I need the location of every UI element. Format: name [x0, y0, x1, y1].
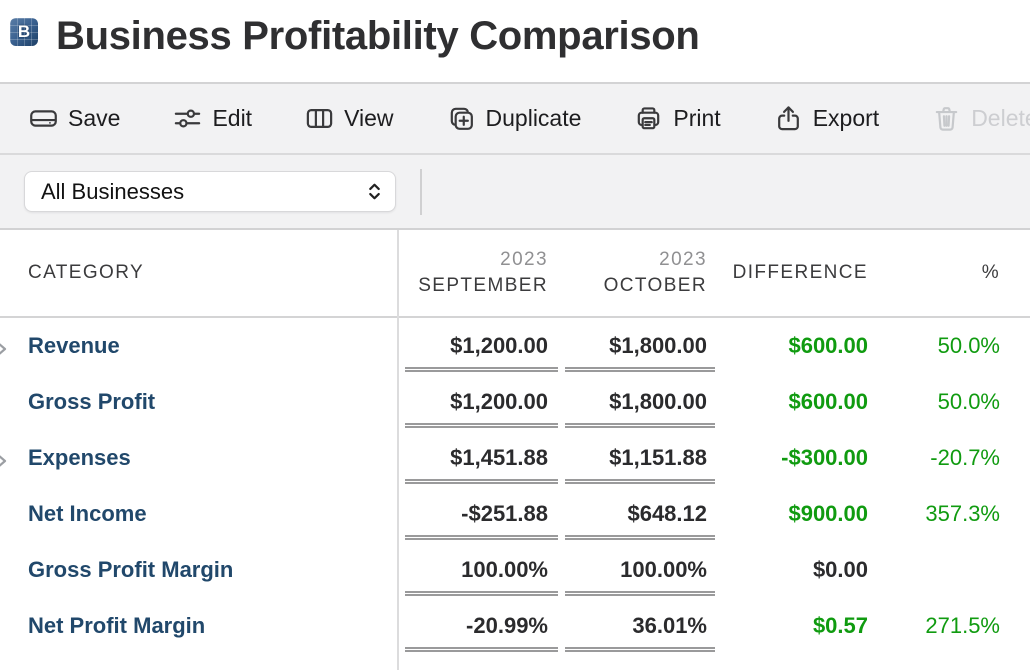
duplicate-plus-icon — [450, 107, 473, 130]
double-rule — [405, 367, 558, 372]
header-september-year: 2023 — [500, 249, 548, 271]
header-september: 2023 SEPTEMBER — [397, 247, 558, 298]
export-label: Export — [812, 105, 880, 131]
percent-value: 50.0% — [937, 333, 1000, 358]
percent-value: 357.3% — [925, 501, 1000, 526]
category-label[interactable]: Gross Profit Margin — [28, 557, 234, 582]
table-row-revenue: Revenue $1,200.00 $1,800.00 $600.00 50.0… — [0, 318, 1030, 374]
october-value: $1,151.88 — [609, 445, 707, 470]
september-value: $1,200.00 — [450, 389, 548, 414]
difference-value: $0.57 — [812, 613, 868, 638]
table-row-net-profit-margin: Net Profit Margin -20.99% 36.01% $0.57 2… — [0, 598, 1030, 654]
october-value: $1,800.00 — [609, 333, 707, 358]
table-column-separator — [397, 230, 399, 670]
double-rule — [565, 535, 715, 540]
double-rule — [565, 647, 715, 652]
header-category: CATEGORY — [28, 262, 145, 283]
edit-button[interactable]: Edit — [172, 103, 252, 134]
category-label[interactable]: Expenses — [28, 445, 131, 470]
sliders-edit-icon — [175, 109, 201, 128]
page-title: Business Profitability Comparison — [56, 14, 700, 58]
print-button[interactable]: Print — [633, 103, 721, 134]
double-rule — [405, 535, 558, 540]
toolbar: Save Edit View — [0, 82, 1030, 153]
september-value: -20.99% — [466, 613, 548, 638]
comparison-table: CATEGORY 2023 SEPTEMBER 2023 OCTOBER DIF… — [0, 228, 1030, 670]
edit-label: Edit — [212, 105, 253, 131]
header-october-year: 2023 — [659, 249, 707, 271]
header-percent: % — [981, 262, 1000, 283]
september-value: -$251.88 — [461, 501, 548, 526]
printer-icon — [638, 107, 660, 130]
double-rule — [565, 479, 715, 484]
september-value: $1,200.00 — [450, 333, 548, 358]
september-value: $1,451.88 — [450, 445, 548, 470]
october-value: $648.12 — [627, 501, 707, 526]
filter-bar: All Businesses — [0, 153, 1030, 228]
category-label[interactable]: Net Income — [28, 501, 147, 526]
difference-value: $900.00 — [788, 501, 868, 526]
duplicate-label: Duplicate — [485, 105, 582, 131]
category-label[interactable]: Gross Profit — [28, 389, 156, 414]
header-difference: DIFFERENCE — [732, 262, 868, 283]
october-value: 36.01% — [632, 613, 707, 638]
business-filter-select[interactable]: All Businesses — [24, 171, 396, 212]
header-october-month: OCTOBER — [603, 275, 707, 296]
percent-value: -20.7% — [930, 445, 1000, 470]
delete-button: Delete — [931, 103, 1030, 134]
print-label: Print — [673, 105, 721, 131]
double-rule — [405, 423, 558, 428]
view-label: View — [344, 105, 394, 131]
header-october: 2023 OCTOBER — [558, 247, 715, 298]
double-rule — [405, 647, 558, 652]
category-label[interactable]: Revenue — [28, 333, 120, 358]
expand-chevron-icon[interactable] — [0, 450, 8, 467]
difference-value: $600.00 — [788, 333, 868, 358]
double-rule — [565, 591, 715, 596]
double-rule — [565, 367, 715, 372]
difference-value: -$300.00 — [781, 445, 868, 470]
app-favicon-letter: B — [17, 22, 31, 41]
columns-view-icon — [306, 109, 333, 128]
filter-divider — [420, 168, 422, 215]
table-row-gross-profit: Gross Profit $1,200.00 $1,800.00 $600.00… — [0, 374, 1030, 430]
duplicate-button[interactable]: Duplicate — [446, 103, 582, 134]
double-rule — [405, 479, 558, 484]
table-row-gross-profit-margin: Gross Profit Margin 100.00% 100.00% $0.0… — [0, 542, 1030, 598]
september-value: 100.00% — [461, 557, 548, 582]
double-rule — [405, 591, 558, 596]
export-button[interactable]: Export — [773, 103, 879, 134]
october-value: $1,800.00 — [609, 389, 707, 414]
table-row-net-income: Net Income -$251.88 $648.12 $900.00 357.… — [0, 486, 1030, 542]
view-button[interactable]: View — [304, 103, 394, 134]
share-export-icon — [777, 106, 799, 131]
percent-value: 271.5% — [925, 613, 1000, 638]
difference-value: $0.00 — [812, 557, 868, 582]
delete-label: Delete — [971, 105, 1030, 131]
expand-chevron-icon[interactable] — [0, 338, 8, 355]
table-row-expenses: Expenses $1,451.88 $1,151.88 -$300.00 -2… — [0, 430, 1030, 486]
trash-delete-icon — [935, 107, 958, 131]
table-header-row: CATEGORY 2023 SEPTEMBER 2023 OCTOBER DIF… — [0, 230, 1030, 318]
double-rule — [565, 423, 715, 428]
percent-value: 50.0% — [937, 389, 1000, 414]
header-september-month: SEPTEMBER — [418, 275, 548, 296]
october-value: 100.00% — [620, 557, 707, 582]
business-filter-value: All Businesses — [41, 178, 185, 204]
drive-save-icon — [30, 110, 57, 127]
category-label[interactable]: Net Profit Margin — [28, 613, 206, 638]
save-button[interactable]: Save — [28, 103, 120, 134]
select-updown-chevron-icon — [369, 183, 380, 200]
difference-value: $600.00 — [788, 389, 868, 414]
save-label: Save — [68, 105, 121, 131]
app-favicon-icon: B — [10, 18, 38, 46]
title-bar: B Business Profitability Comparison — [0, 0, 1030, 82]
